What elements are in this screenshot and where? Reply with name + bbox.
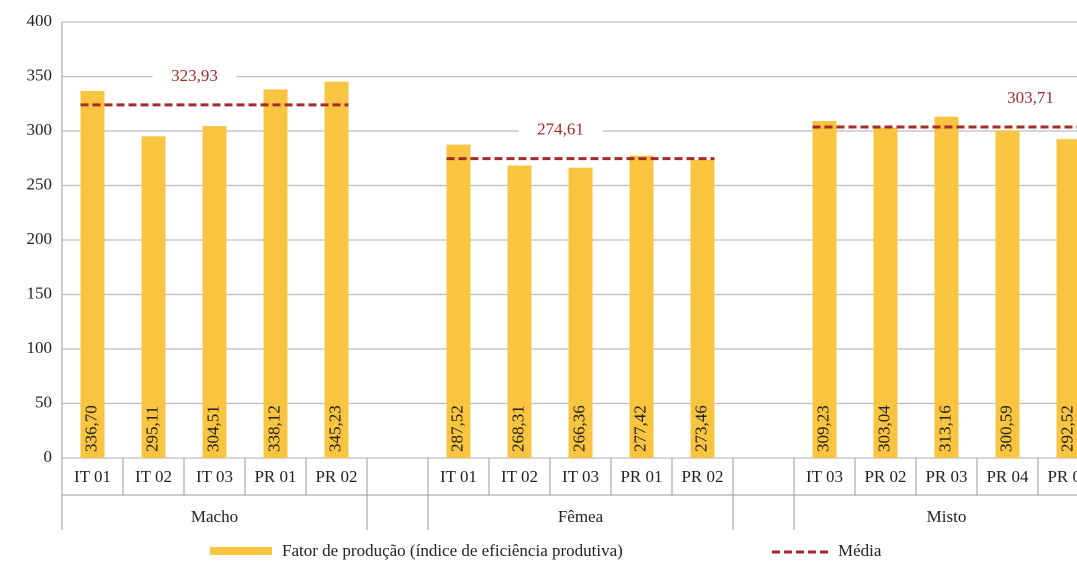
x-tick-label: PR 02 (681, 467, 723, 486)
group-label: Fêmea (558, 507, 604, 526)
value-label: 338,12 (264, 405, 283, 452)
y-tick-label: 0 (44, 447, 53, 466)
value-label: 304,51 (203, 405, 222, 452)
y-tick-label: 400 (27, 11, 53, 30)
bar (995, 130, 1020, 458)
value-label: 300,59 (996, 405, 1015, 452)
x-tick-label: PR 03 (925, 467, 967, 486)
x-tick-label: IT 02 (135, 467, 172, 486)
value-label: 268,31 (508, 405, 527, 452)
value-label: 287,52 (447, 405, 466, 452)
x-tick-label: PR 05 (1047, 467, 1077, 486)
value-label: 336,70 (81, 405, 100, 452)
value-label: 292,52 (1057, 405, 1076, 452)
x-tick-label: PR 01 (254, 467, 296, 486)
mean-label: 323,93 (171, 66, 218, 85)
bar (629, 155, 654, 459)
y-tick-label: 250 (27, 174, 53, 193)
value-label: 313,16 (935, 405, 954, 452)
x-tick-label: PR 01 (620, 467, 662, 486)
bar (934, 116, 959, 458)
y-tick-label: 50 (35, 392, 52, 411)
bar (1056, 139, 1077, 458)
x-tick-label: PR 04 (986, 467, 1029, 486)
x-tick-label: IT 03 (806, 467, 843, 486)
bar (568, 167, 593, 458)
x-tick-label: IT 01 (440, 467, 477, 486)
value-label: 345,23 (325, 405, 344, 452)
group-label: Macho (191, 507, 238, 526)
x-tick-label: IT 03 (562, 467, 599, 486)
mean-label: 274,61 (537, 120, 584, 139)
group-label: Misto (927, 507, 967, 526)
value-label: 266,36 (569, 405, 588, 452)
value-label: 303,04 (874, 405, 893, 452)
bar (507, 165, 532, 458)
y-tick-label: 150 (27, 283, 53, 302)
bar (80, 90, 105, 458)
bar (812, 120, 837, 458)
bar (873, 127, 898, 458)
value-label: 273,46 (691, 405, 710, 452)
mean-label-bg (518, 119, 603, 142)
mean-label-bg (152, 65, 237, 88)
x-tick-label: PR 02 (315, 467, 357, 486)
bar (263, 89, 288, 458)
value-label: 309,23 (813, 405, 832, 452)
x-tick-label: IT 03 (196, 467, 233, 486)
legend-swatch (210, 547, 272, 555)
y-tick-label: 300 (27, 120, 53, 139)
y-tick-label: 100 (27, 338, 53, 357)
legend-label: Fator de produção (índice de eficiência … (282, 541, 623, 560)
x-tick-label: PR 02 (864, 467, 906, 486)
value-label: 277,42 (630, 405, 649, 452)
legend-label: Média (838, 541, 882, 560)
x-tick-label: IT 02 (501, 467, 538, 486)
value-label: 295,11 (142, 406, 161, 452)
y-tick-label: 350 (27, 65, 53, 84)
bar (141, 136, 166, 459)
bar (446, 144, 471, 458)
mean-label: 303,71 (1007, 88, 1054, 107)
x-tick-label: IT 01 (74, 467, 111, 486)
bar (690, 159, 715, 459)
y-tick-label: 200 (27, 229, 53, 248)
bar (202, 126, 227, 458)
mean-label-bg (988, 87, 1073, 110)
bar (324, 81, 349, 458)
